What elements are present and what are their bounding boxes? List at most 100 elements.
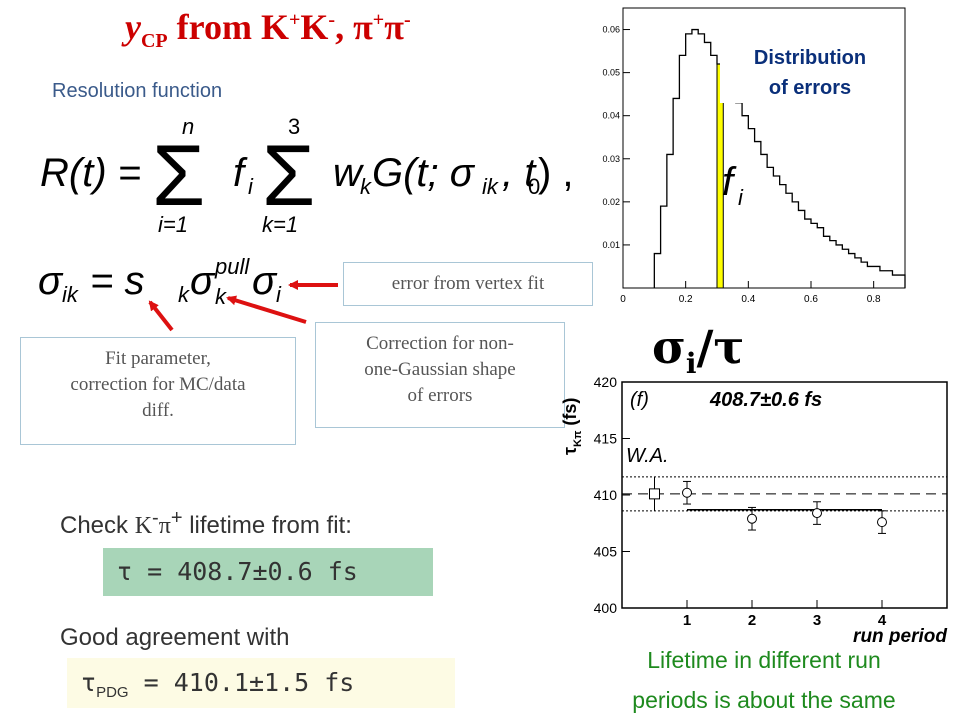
hist-bin [780, 185, 786, 288]
eq-sigma-sub: ik [482, 174, 499, 199]
run-y-tick-label: 420 [594, 374, 618, 390]
run-point [812, 508, 822, 519]
hist-bin [767, 167, 773, 288]
hist-bin [686, 34, 692, 288]
hist-bin [798, 210, 804, 288]
eq2-sigma2: σ [252, 259, 278, 303]
sum1-sign: Σ [152, 128, 205, 224]
hist-bin [824, 236, 830, 288]
panel-label: (f) [630, 389, 649, 411]
sigma-over-tau-label: σi/τ [652, 320, 745, 381]
run-chart-title: 408.7±0.6 fs [709, 389, 822, 411]
run-y-axis-label: τKπ (fs) [560, 398, 584, 455]
sum2-sign: Σ [262, 128, 315, 224]
hist-bin [867, 266, 873, 288]
run-x-tick-label: 4 [878, 612, 887, 629]
dist-label-line-2: of errors [768, 77, 852, 99]
hist-x-tick-label: 0.8 [867, 294, 881, 305]
fit-line-3: diff. [142, 400, 174, 421]
hist-bin [836, 245, 842, 288]
hist-fi-sub: i [738, 185, 744, 210]
dist-label-line-1: Distribution [753, 47, 867, 69]
sum1-bottom: i=1 [158, 212, 188, 237]
run-x-tick-label: 2 [748, 612, 756, 629]
eq-wk: w [333, 151, 365, 195]
run-x-tick-label: 3 [813, 612, 821, 629]
sum1-top: n [182, 114, 194, 139]
hist-bin [673, 98, 679, 288]
run-point [877, 517, 887, 528]
hist-bin [692, 30, 698, 288]
run-frame [621, 381, 948, 609]
hist-bin [654, 254, 660, 288]
hist-x-tick-label: 0.2 [679, 294, 693, 305]
hist-y-tick-label: 0.06 [602, 25, 620, 35]
wa-label: W.A. [626, 445, 669, 467]
hist-y-tick-label: 0.03 [602, 154, 620, 164]
hist-bin [711, 55, 717, 288]
eq-lhs: R(t) = [40, 151, 141, 195]
hist-bin [761, 154, 767, 288]
run-y-tick-label: 415 [594, 431, 618, 447]
hist-x-tick-label: 0.6 [804, 294, 818, 305]
hist-bin [805, 219, 811, 288]
eq2-lhs: σ [38, 259, 64, 303]
hist-frame [622, 7, 906, 289]
hist-y-tick-label: 0.02 [602, 197, 620, 207]
run-y-tick-label: 410 [594, 487, 618, 503]
hist-bin [830, 241, 836, 288]
sigma-equation: σ ik = s k σ pull k σ i [38, 254, 282, 309]
error-vertex-box: error from vertex fit [343, 262, 593, 306]
hist-y-tick-label: 0.01 [602, 240, 620, 250]
caption-line-2: periods is about the same [632, 687, 896, 713]
hist-bin [792, 202, 798, 288]
eq-wk-sub: k [360, 174, 372, 199]
hist-series-outline [653, 28, 906, 288]
hist-bin [874, 266, 880, 288]
resolution-function-label: Resolution function [52, 80, 223, 102]
hist-bin [704, 42, 710, 288]
hist-bin [861, 262, 867, 288]
tau-fit-result: τ = 408.7±0.6 fs [103, 548, 433, 596]
run-x-axis-label: run period [853, 626, 947, 645]
sum2-top: 3 [288, 114, 300, 139]
hist-bin [855, 258, 861, 288]
hist-y-tick-label: 0.04 [602, 111, 620, 121]
correction-line-2: one-Gaussian shape [364, 359, 516, 380]
hist-bin [748, 129, 754, 288]
hist-bin [899, 275, 905, 288]
sum2-bottom: k=1 [262, 212, 298, 237]
hist-y-tick-label: 0.05 [602, 68, 620, 78]
hist-bin [849, 254, 855, 288]
error-distribution-chart: 0 0.2 0.4 0.6 0.80.010.020.030.040.050.06f i [602, 7, 906, 305]
fit-line-2: correction for MC/data [70, 374, 246, 395]
run-point [682, 487, 692, 498]
tau-pdg-value: τPDG = 410.1±1.5 fs [67, 658, 455, 708]
run-point [747, 513, 757, 524]
correction-line-1: Correction for non- [366, 333, 514, 354]
eq2-pull: pull [214, 254, 250, 279]
hist-bin [842, 249, 848, 288]
slide-title: yCP from K+K-, π+π- [125, 7, 411, 53]
hist-bin [661, 206, 667, 288]
fit-parameter-box: Fit parameter, correction for MC/data di… [20, 337, 296, 445]
hist-bin [755, 142, 761, 288]
hist-bin [811, 223, 817, 288]
correction-line-3: of errors [407, 385, 473, 406]
eq2-i: i [276, 282, 282, 307]
lifetime-caption: Lifetime in different run periods is abo… [568, 640, 960, 720]
check-lifetime-text: Check K-π+ lifetime from fit: [60, 507, 352, 539]
eq-fi: f [233, 151, 248, 195]
run-x-tick-label: 1 [683, 612, 691, 629]
hist-bin [698, 34, 704, 288]
distribution-label: Distribution of errors [720, 43, 900, 103]
hist-x-tick-label: 0.4 [741, 294, 755, 305]
hist-bin [667, 154, 673, 288]
hist-bin [886, 271, 892, 288]
eq-g: G(t; σ [372, 151, 476, 195]
run-period-lifetime-chart: 1 2 3 4 400 405 410 415 420 (f) 408.7±0.6 fs W.A. ru… [560, 374, 948, 645]
eq2-s-sub: k [178, 282, 190, 307]
eq-fi-sub: i [248, 174, 254, 199]
wa-point [649, 488, 660, 500]
hist-bin [817, 228, 823, 288]
